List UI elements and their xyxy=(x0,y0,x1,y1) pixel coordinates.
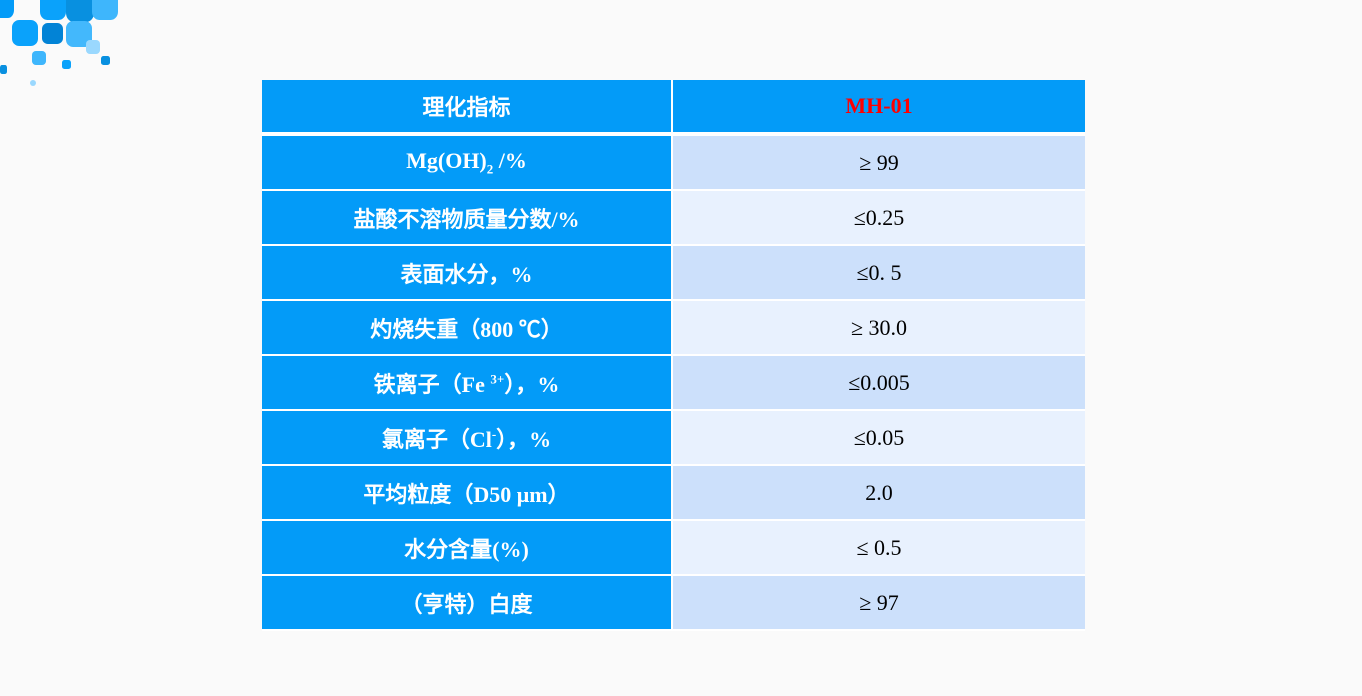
param-value: ≤0.05 xyxy=(673,411,1085,466)
param-text: （亨特）白度 xyxy=(400,591,533,617)
param-value: ≥ 99 xyxy=(673,136,1085,191)
table-row: 表面水分，% ≤0. 5 xyxy=(262,246,1085,301)
param-value: ≤0.25 xyxy=(673,191,1085,246)
param-value: ≤0.005 xyxy=(673,356,1085,411)
param-label: 灼烧失重（800 ℃） xyxy=(262,301,673,356)
param-label: 氯离子（Cl-），% xyxy=(262,411,673,466)
table-row: （亨特）白度 ≥ 97 xyxy=(262,576,1085,631)
param-text: 氯离子（Cl xyxy=(381,426,492,452)
param-superscript: - xyxy=(491,426,497,442)
param-text: 铁离子（Fe xyxy=(373,371,491,397)
param-label: Mg(OH)2 /% xyxy=(262,136,673,191)
param-label: 表面水分，% xyxy=(262,246,673,301)
table-row: 氯离子（Cl-），% ≤0.05 xyxy=(262,411,1085,466)
param-text: Mg(OH) xyxy=(406,147,487,173)
param-text-suffix: ），% xyxy=(496,426,552,452)
param-value: ≥ 97 xyxy=(673,576,1085,631)
param-label: 水分含量(%) xyxy=(262,521,673,576)
table-row: 灼烧失重（800 ℃） ≥ 30.0 xyxy=(262,301,1085,356)
param-label: 平均粒度（D50 μm） xyxy=(262,466,673,521)
param-text: 水分含量(%) xyxy=(404,536,529,562)
param-text-suffix: /% xyxy=(493,147,527,173)
param-value: 2.0 xyxy=(673,466,1085,521)
table-header-row: 理化指标 MH-01 xyxy=(262,80,1085,136)
param-superscript: 3+ xyxy=(490,371,505,387)
param-text: 灼烧失重（800 ℃） xyxy=(370,316,563,342)
param-label: （亨特）白度 xyxy=(262,576,673,631)
param-text: 盐酸不溶物质量分数/% xyxy=(353,206,580,232)
param-value: ≥ 30.0 xyxy=(673,301,1085,356)
param-label: 铁离子（Fe 3+），% xyxy=(262,356,673,411)
spec-table: 理化指标 MH-01 Mg(OH)2 /% ≥ 99 盐酸不溶物质量分数/% ≤0.2… xyxy=(262,80,1085,631)
header-product: MH-01 xyxy=(673,80,1085,136)
table-row: 平均粒度（D50 μm） 2.0 xyxy=(262,466,1085,521)
table-row: 铁离子（Fe 3+），% ≤0.005 xyxy=(262,356,1085,411)
param-label: 盐酸不溶物质量分数/% xyxy=(262,191,673,246)
param-text: 平均粒度（D50 μm） xyxy=(363,481,570,507)
table-row: 水分含量(%) ≤ 0.5 xyxy=(262,521,1085,576)
table-row: 盐酸不溶物质量分数/% ≤0.25 xyxy=(262,191,1085,246)
param-value: ≤0. 5 xyxy=(673,246,1085,301)
table-row: Mg(OH)2 /% ≥ 99 xyxy=(262,136,1085,191)
param-text-suffix: ），% xyxy=(504,371,560,397)
param-value: ≤ 0.5 xyxy=(673,521,1085,576)
param-subscript: 2 xyxy=(486,161,494,177)
param-text: 表面水分，% xyxy=(400,261,533,287)
header-param: 理化指标 xyxy=(262,80,673,136)
